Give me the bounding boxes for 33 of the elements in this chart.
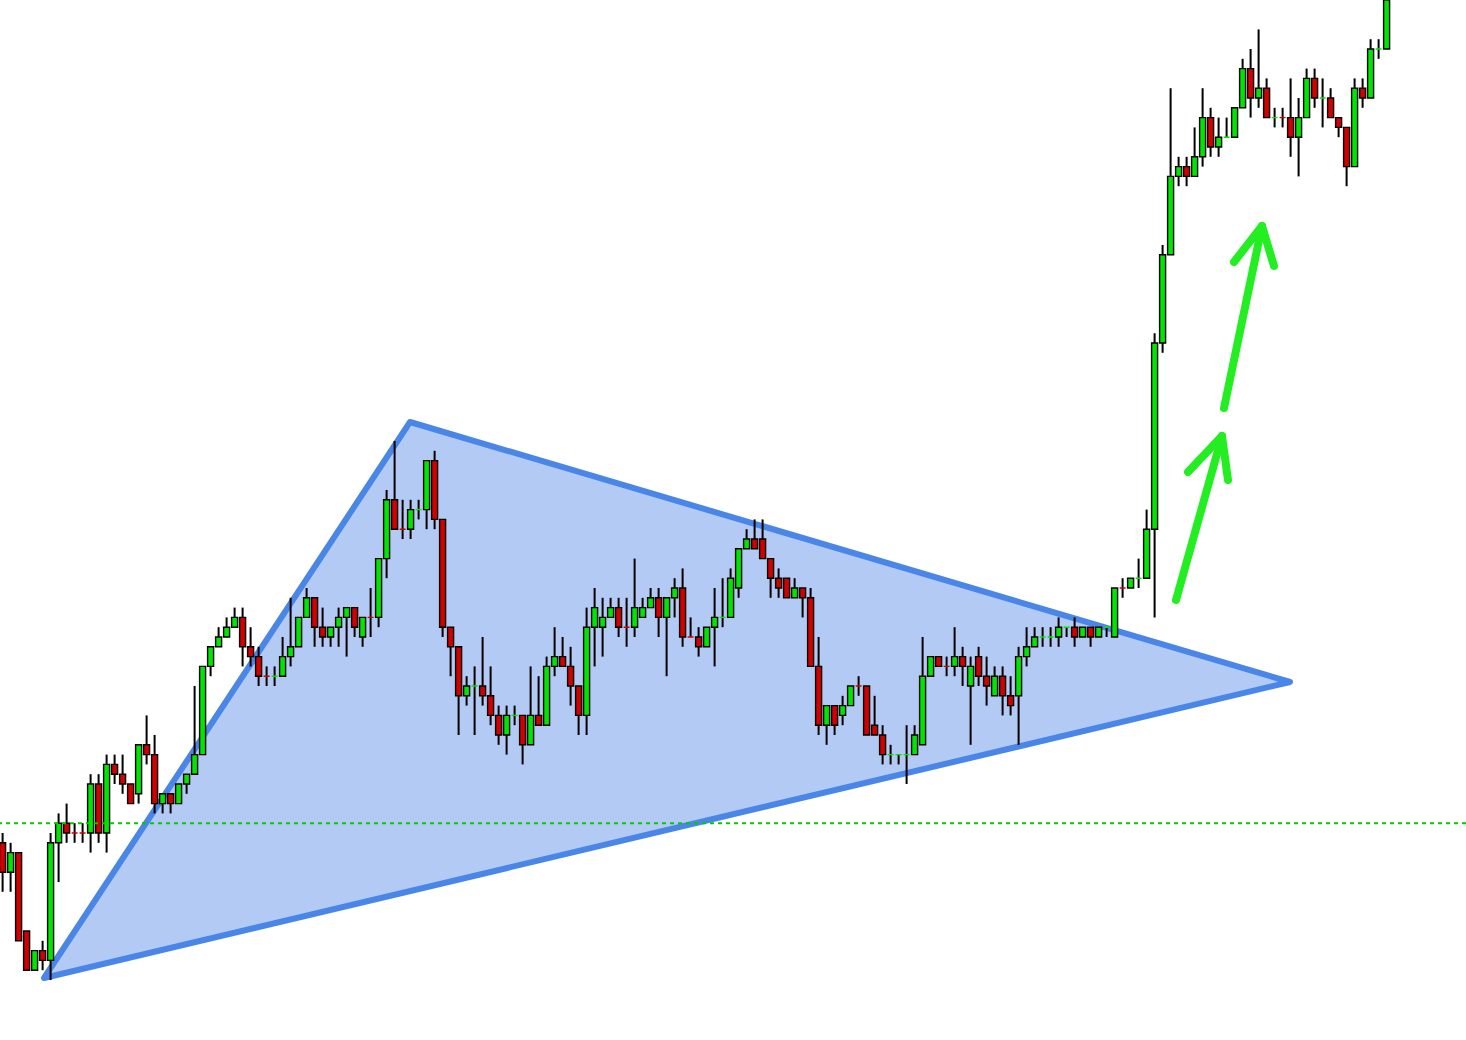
candlestick	[694, 626, 703, 658]
candlestick	[342, 606, 351, 658]
candlestick	[614, 596, 623, 638]
candlestick	[598, 596, 607, 658]
candlestick	[966, 655, 975, 746]
candlestick	[830, 704, 839, 736]
candlestick	[1014, 645, 1023, 746]
candlestick	[278, 636, 287, 678]
candlestick	[1182, 155, 1191, 188]
candlestick	[710, 587, 719, 668]
candlestick	[1246, 48, 1255, 119]
candlestick	[502, 704, 511, 756]
candlestick	[998, 665, 1007, 717]
candlestick	[878, 724, 887, 766]
candlestick	[1214, 116, 1223, 158]
candlestick	[950, 626, 959, 678]
candlestick	[518, 714, 527, 766]
candlestick	[1206, 106, 1215, 158]
candlestick	[1070, 616, 1079, 648]
candlestick	[1086, 626, 1095, 648]
candlestick	[0, 832, 7, 893]
candlestick	[406, 498, 415, 540]
candlestick	[62, 802, 71, 844]
candlestick	[238, 606, 247, 668]
candlestick	[982, 655, 991, 707]
candlestick	[958, 645, 967, 687]
candlestick	[790, 577, 799, 599]
candlestick	[1286, 77, 1295, 158]
candlestick	[334, 606, 343, 648]
candlestick	[654, 587, 663, 638]
candlestick	[310, 596, 319, 648]
candlestick	[1054, 616, 1063, 648]
candlestick	[526, 665, 535, 746]
